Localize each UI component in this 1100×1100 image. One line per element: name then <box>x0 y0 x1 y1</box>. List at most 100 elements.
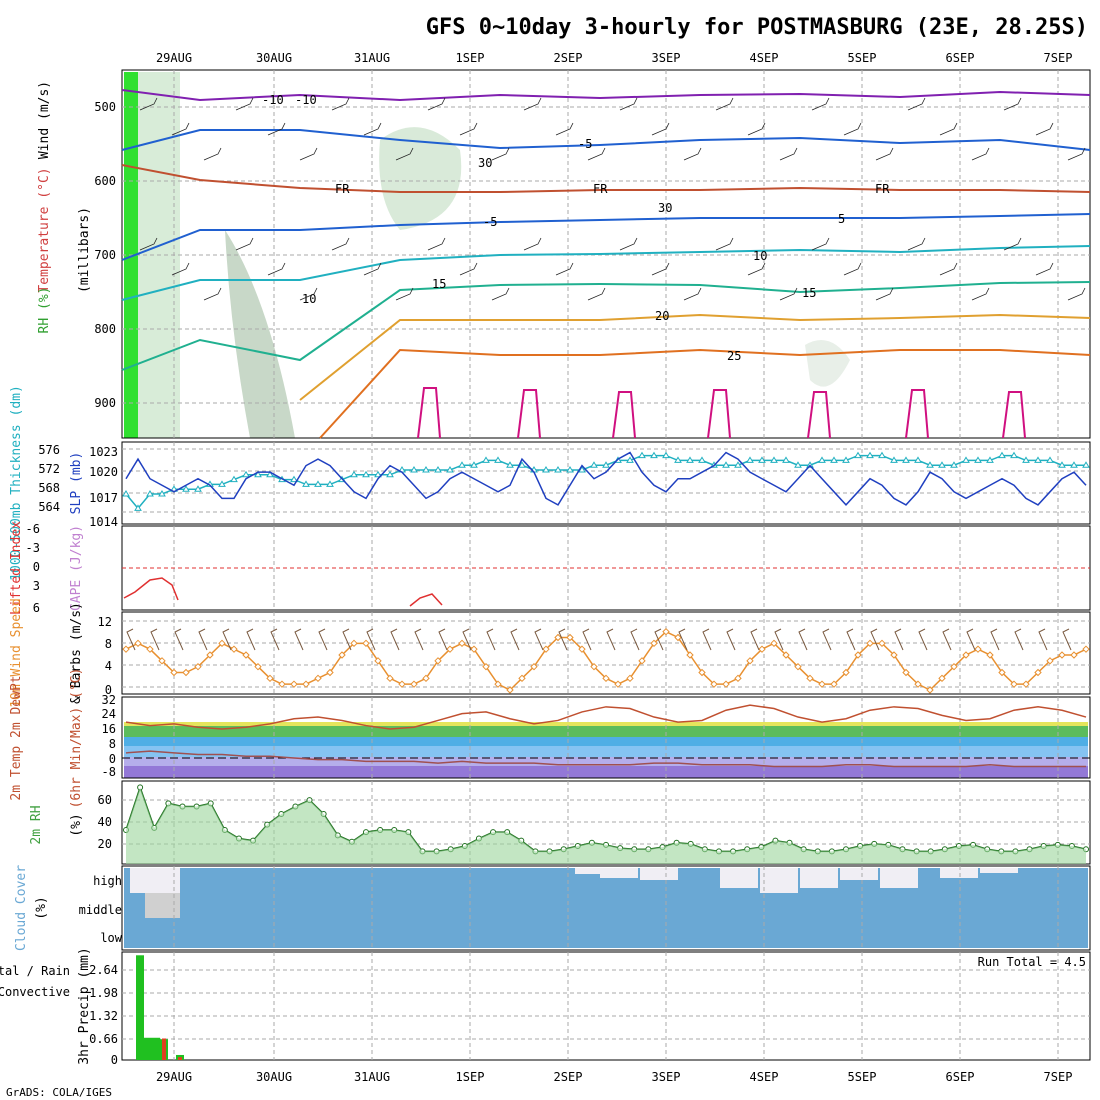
thickness-series-point <box>1010 451 1018 459</box>
wind-barb <box>939 122 958 136</box>
contour-label: 25 <box>727 349 741 363</box>
wind-speed-series-point <box>914 680 922 688</box>
minmax-ylabel: (6hr Min/Max) (°C) <box>69 668 84 809</box>
wind-speed-series-point <box>806 674 814 683</box>
wind-speed-series-point <box>638 657 646 665</box>
wind-speed-series-point <box>422 674 430 683</box>
wind-barb <box>779 287 798 301</box>
wind-barb <box>811 97 830 111</box>
thickness-series-point <box>146 490 154 497</box>
temperature-contour-30 <box>707 389 731 439</box>
wind-barb <box>395 287 414 301</box>
rh-tick-label: 20 <box>98 837 112 851</box>
temperature-band <box>124 737 1088 746</box>
bottom-date-label: 30AUG <box>256 1070 292 1084</box>
thickness-series-point <box>374 470 382 478</box>
cloud-clear-block <box>720 868 758 888</box>
cloud-cover-panel: high middle low Cloud Cover (%) <box>14 865 1091 951</box>
thickness-series-point <box>794 461 802 468</box>
credit-label: GrADS: COLA/IGES <box>6 1086 112 1099</box>
cloud-clear-block <box>145 893 180 918</box>
dewpoint-series-line <box>125 750 1086 768</box>
thickness-series-point <box>722 461 730 468</box>
wind-barb <box>715 237 734 251</box>
wind-barb <box>486 628 496 651</box>
wind-speed-series-point <box>314 674 322 683</box>
wind-barb <box>939 262 958 276</box>
temperature-contour <box>121 129 1091 151</box>
thickness-series-point <box>122 490 130 497</box>
wind-barb <box>966 628 976 651</box>
panel-frame <box>121 865 1091 951</box>
wind-barb <box>1003 97 1022 111</box>
thickness-series-point <box>818 456 826 463</box>
top-date-label: 3SEP <box>652 51 681 65</box>
wind-speed-series-point <box>302 680 310 688</box>
precip-tick-label: 2.64 <box>89 963 118 977</box>
wind-speed-series-point <box>902 668 910 677</box>
li-tick-label: 6 <box>33 601 40 615</box>
wind-speed-series-point <box>506 686 514 694</box>
cloud-level-label: high <box>93 874 122 888</box>
thickness-series-point <box>326 480 334 487</box>
thickness-series-point <box>602 461 610 468</box>
wind-barb <box>555 122 574 136</box>
wind-speed-series-point <box>818 680 826 688</box>
thickness-series-point <box>302 480 310 487</box>
cloud-clear-block <box>575 868 613 874</box>
wind-speed-series-point <box>1058 651 1066 659</box>
thickness-series-point <box>1058 461 1066 468</box>
wind-barb <box>331 97 350 111</box>
temperature-contour-30 <box>517 389 541 439</box>
pressure-ylabel: (millibars) <box>77 207 92 293</box>
rh-area <box>126 787 1086 864</box>
bottom-date-axis: 29AUG 30AUG 31AUG 1SEP 2SEP 3SEP 4SEP 5SEP 6SEP 7… <box>156 1070 1073 1084</box>
wind-speed-series-point <box>398 680 406 688</box>
wind-speed-series-point <box>446 645 454 653</box>
temp-tick-label: 24 <box>102 707 116 721</box>
wind-speed-series-point <box>962 651 970 659</box>
wind-barb <box>606 628 616 651</box>
wind-speed-series-point <box>362 639 370 648</box>
wind-barb <box>395 147 414 161</box>
wind-barb <box>222 628 232 651</box>
thickness-series-point <box>878 451 886 459</box>
wind-barb <box>651 262 670 276</box>
wind-speed-series-point <box>554 633 562 642</box>
thickness-series-point <box>314 480 322 487</box>
bottom-date-label: 1SEP <box>456 1070 485 1084</box>
rh-unit-label: (%) <box>69 813 84 836</box>
thickness-series-point <box>842 456 850 463</box>
wind-barb <box>558 628 568 651</box>
wind-speed-series-point <box>410 680 418 688</box>
wind-barb <box>971 147 990 161</box>
top-date-label: 5SEP <box>848 51 877 65</box>
wind-speed-series-point <box>146 645 154 653</box>
rh-moist-area <box>805 340 850 387</box>
bottom-date-label: 2SEP <box>554 1070 583 1084</box>
wind-speed-panel: 12 8 4 0 10m Wind Speed & Barbs (m/s) <box>9 598 1091 708</box>
temp-tick-label: 8 <box>109 737 116 751</box>
wind-barb <box>1035 262 1054 276</box>
li-tick-label: 0 <box>33 560 40 574</box>
rh-moist-area <box>225 230 295 438</box>
cloud-clear-block <box>130 868 180 893</box>
thickness-series-point <box>1034 456 1042 463</box>
wind-speed-series-point <box>1010 680 1018 688</box>
barbs-ylabel: & Barbs (m/s) <box>69 602 84 704</box>
wind-speed-series-point <box>1070 651 1078 659</box>
wind-barb <box>459 122 478 136</box>
top-date-label: 7SEP <box>1044 51 1073 65</box>
wind-barb <box>294 628 304 651</box>
cloud-clear-block <box>760 868 798 893</box>
wind-speed-series-point <box>242 651 250 659</box>
thickness-series-point <box>962 456 970 463</box>
wind-speed-series-point <box>122 645 130 653</box>
contour-label: FR <box>593 182 608 196</box>
wind-barb <box>894 628 904 651</box>
temperature-contour <box>121 89 1091 102</box>
wind-ylabel: Wind (m/s) <box>37 81 52 159</box>
thickness-series-point <box>1046 456 1054 463</box>
wind-speed-series-point <box>542 645 550 653</box>
wind-speed-series-point <box>194 662 202 671</box>
